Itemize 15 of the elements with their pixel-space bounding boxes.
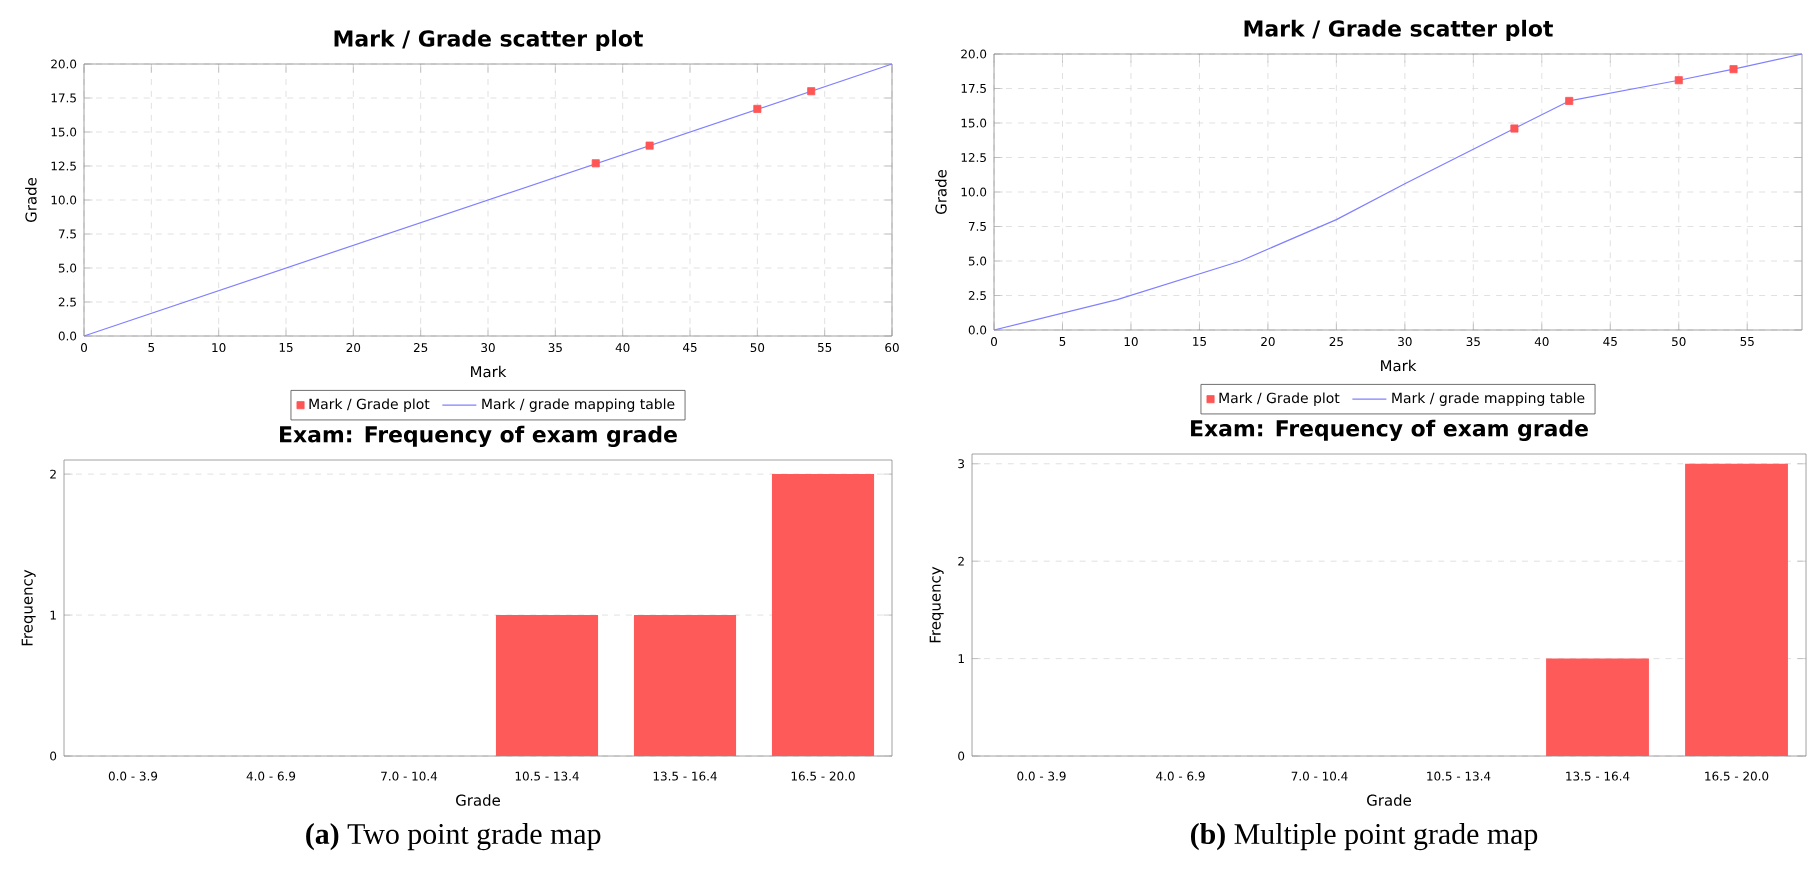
point <box>807 87 816 96</box>
point <box>1729 65 1738 74</box>
text: (b) Multiple point grade map <box>1190 823 1538 851</box>
point <box>1565 96 1574 105</box>
chart-title: Exam: Frequency of exam grade <box>1191 419 1588 441</box>
line-series <box>993 53 1803 331</box>
point <box>645 141 654 150</box>
point <box>1674 76 1683 85</box>
point <box>1510 124 1519 133</box>
chart-title: Exam: Frequency of exam grade <box>280 425 677 447</box>
point <box>753 104 762 113</box>
chart-title: Mark / Grade scatter plot <box>334 29 643 52</box>
point <box>591 159 600 168</box>
chart-title: Mark / Grade scatter plot <box>1244 19 1553 42</box>
text: (a) Two point grade map <box>306 823 601 851</box>
